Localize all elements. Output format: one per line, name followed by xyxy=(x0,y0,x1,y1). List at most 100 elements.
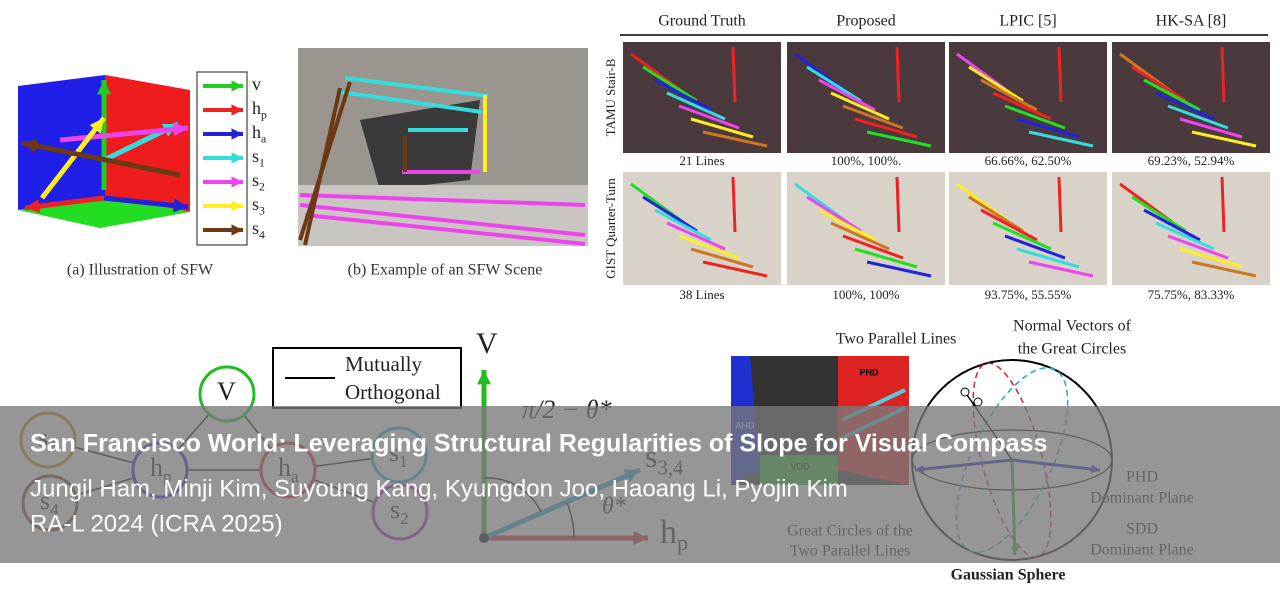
axis-v-label: V xyxy=(476,327,498,360)
result-line xyxy=(666,221,726,251)
s2-arrow xyxy=(59,125,189,143)
result-line xyxy=(1155,91,1215,121)
s4-arrow-head xyxy=(22,139,38,153)
column-header: HK-SA [8] xyxy=(1156,13,1227,30)
result-line xyxy=(1028,260,1094,278)
result-line xyxy=(854,247,918,269)
legend-label-main: s xyxy=(252,146,259,166)
legend-label-sub: 2 xyxy=(259,180,265,193)
result-line xyxy=(980,208,1038,242)
s2-arrow-head xyxy=(173,122,188,137)
result-caption: 38 Lines xyxy=(679,287,724,302)
paper-venue: RA-L 2024 (ICRA 2025) xyxy=(30,510,283,537)
legend-label-sub: 4 xyxy=(259,228,265,241)
column-header: Ground Truth xyxy=(658,13,746,30)
legend-label: s1 xyxy=(252,146,265,169)
result-line xyxy=(642,65,698,103)
legend-label-main: s xyxy=(252,218,259,238)
legend-label: s4 xyxy=(252,218,265,241)
s3-arrow-head xyxy=(89,118,104,134)
ha-arrow-head xyxy=(172,198,188,213)
result-line xyxy=(968,65,1024,103)
result-caption: 93.75%, 55.55% xyxy=(985,287,1072,302)
result-line xyxy=(818,78,876,112)
legend-arrow-head xyxy=(231,200,243,212)
scene-line xyxy=(299,203,586,237)
result-line xyxy=(854,117,918,139)
v-arrow-head xyxy=(97,80,111,95)
result-line xyxy=(895,46,901,103)
normal-point xyxy=(973,397,983,407)
legend-arrow-head xyxy=(231,128,243,140)
result-line xyxy=(842,234,904,260)
result-line xyxy=(1220,176,1226,233)
result-line xyxy=(678,104,740,130)
legend-arrow-head xyxy=(231,176,243,188)
scene-line xyxy=(304,213,586,246)
result-image xyxy=(623,172,781,285)
paper-title: San Francisco World: Leveraging Structur… xyxy=(30,430,1047,458)
result-image xyxy=(623,42,781,153)
legend-label-main: h xyxy=(252,122,261,142)
result-line xyxy=(830,221,890,251)
s4-arrow xyxy=(21,140,181,178)
legend-label-main: v xyxy=(252,74,261,94)
result-line xyxy=(806,65,862,103)
legend-label: ha xyxy=(252,122,267,145)
scene-stairwell xyxy=(360,100,480,190)
hp-arrow-head xyxy=(25,199,41,214)
sphere-text: the Great Circles xyxy=(1018,341,1126,358)
paper-authors: Jungil Ham, Minji Kim, Suyoung Kang, Kyu… xyxy=(30,475,848,502)
result-line xyxy=(992,91,1052,121)
result-line xyxy=(806,195,862,233)
row-label: TAMU Stair-B xyxy=(603,58,618,136)
result-line xyxy=(731,46,737,103)
result-line xyxy=(690,117,754,139)
scene-line xyxy=(344,76,489,98)
result-line xyxy=(895,176,901,233)
result-caption: 69.23%, 52.94% xyxy=(1148,153,1235,168)
result-line xyxy=(980,78,1038,112)
graph-legend-text: Mutually xyxy=(345,352,422,376)
axis-v-head xyxy=(477,370,491,385)
result-caption: 66.66%, 62.50% xyxy=(985,153,1072,168)
normal-point xyxy=(960,387,970,397)
result-line xyxy=(1004,234,1066,260)
result-caption: 75.75%, 83.33% xyxy=(1148,287,1235,302)
result-line xyxy=(830,91,890,121)
result-image xyxy=(1112,172,1270,285)
result-line xyxy=(992,221,1052,251)
result-line xyxy=(1220,46,1226,103)
result-line xyxy=(1131,195,1187,233)
result-line xyxy=(654,78,712,112)
result-line xyxy=(968,195,1024,233)
result-line xyxy=(1167,234,1229,260)
column-header: Proposed xyxy=(836,13,896,30)
result-line xyxy=(1016,117,1080,139)
result-line xyxy=(678,234,740,260)
result-line xyxy=(1028,130,1094,148)
result-image xyxy=(949,42,1107,153)
result-line xyxy=(642,195,698,233)
legend-label-sub: a xyxy=(261,132,267,145)
graph-node-label-main: V xyxy=(217,377,236,406)
result-line xyxy=(1057,46,1063,103)
legend-arrow-head xyxy=(231,152,243,164)
result-line xyxy=(1004,104,1066,130)
result-line xyxy=(1143,208,1201,242)
result-line xyxy=(702,260,768,278)
s3-arrow xyxy=(40,116,106,200)
legend-arrow-head xyxy=(231,104,243,116)
legend-arrow-head xyxy=(231,80,243,92)
scene-line xyxy=(299,193,586,207)
column-header: LPIC [5] xyxy=(999,13,1056,30)
result-image xyxy=(949,172,1107,285)
result-line xyxy=(1191,130,1257,148)
result-line xyxy=(1057,176,1063,233)
result-line xyxy=(818,208,876,242)
sphere-text: Two Parallel Lines xyxy=(836,331,957,348)
result-line xyxy=(1179,117,1243,139)
image-label: PHD xyxy=(859,367,879,377)
legend-label: s2 xyxy=(252,170,265,193)
